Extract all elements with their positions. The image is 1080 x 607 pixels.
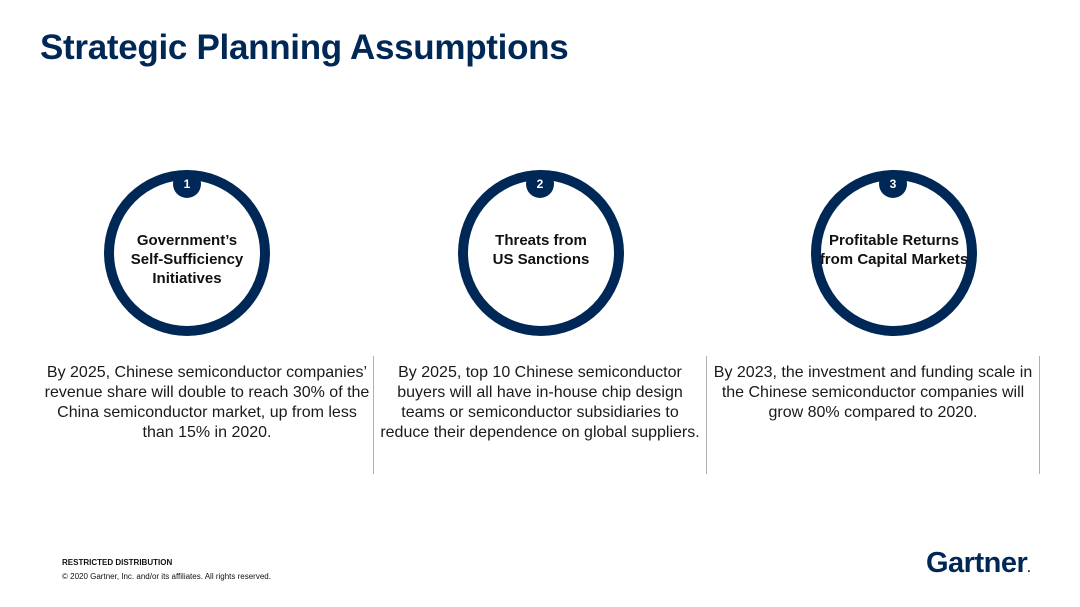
divider-3 xyxy=(1039,356,1040,474)
gartner-logo-text: Gartner xyxy=(926,547,1028,579)
gartner-logo: Gartner. xyxy=(926,547,1031,580)
assumption-3-text: By 2023, the investment and funding scal… xyxy=(713,364,1033,421)
restricted-distribution-label: RESTRICTED DISTRIBUTION xyxy=(62,558,173,567)
assumption-2-text: By 2025, top 10 Chinese semiconductor bu… xyxy=(380,364,700,441)
assumption-1-number-badge: 1 xyxy=(173,170,201,198)
assumption-1-heading: Government’s Self-Sufficiency Initiative… xyxy=(130,232,244,287)
assumption-2-heading: Threats from US Sanctions xyxy=(492,232,590,268)
divider-2 xyxy=(706,356,707,474)
assumption-3-heading: Profitable Returns from Capital Markets xyxy=(819,232,969,268)
copyright-notice: © 2020 Gartner, Inc. and/or its affiliat… xyxy=(62,572,271,581)
assumption-3-number-badge: 3 xyxy=(879,170,907,198)
slide-title: Strategic Planning Assumptions xyxy=(40,28,569,67)
gartner-logo-dot: . xyxy=(1027,561,1031,575)
assumption-1-text: By 2025, Chinese semiconductor companies… xyxy=(44,364,370,441)
assumption-2-number-badge: 2 xyxy=(526,170,554,198)
divider-1 xyxy=(373,356,374,474)
